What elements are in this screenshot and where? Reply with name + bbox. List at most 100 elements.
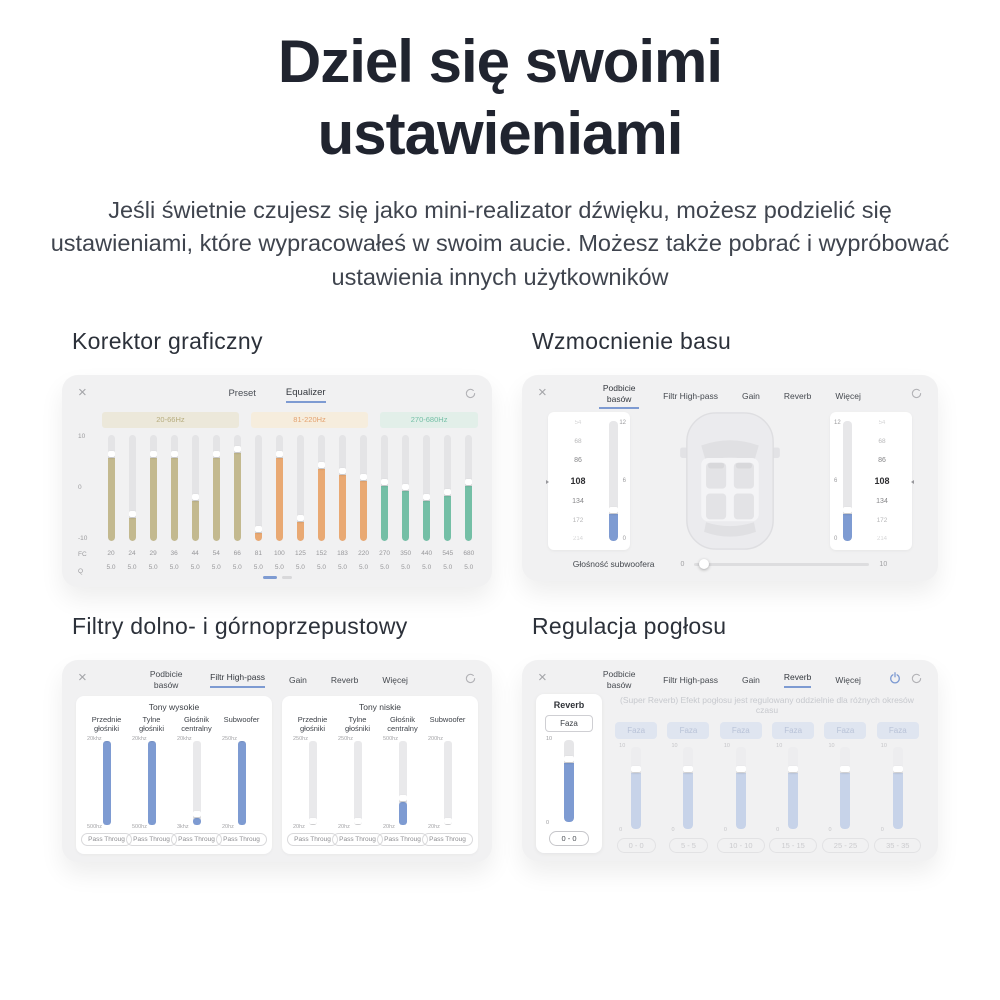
slider-handle[interactable] [443,818,452,825]
slider-track[interactable] [842,421,852,542]
bass-gain-slider[interactable]: 12 6 0 [834,418,858,544]
filter-slider[interactable]: 20khz 3khz [174,736,219,830]
slider-track[interactable] [107,435,115,542]
slider-track[interactable] [170,435,178,542]
frequency-option[interactable]: 214 [572,536,583,543]
filter-slider[interactable]: 200hz 20hz [425,736,470,830]
bass-gain-slider[interactable]: 12 6 0 [602,418,626,544]
tab[interactable]: Preset [228,388,256,400]
slider-track[interactable] [212,435,220,542]
slider-track[interactable] [149,435,157,542]
slider-handle[interactable] [339,468,347,475]
frequency-option[interactable]: 134 [876,498,888,506]
slider-track[interactable] [191,435,199,542]
eq-slider[interactable]: 545 5.0 [439,435,457,571]
close-icon[interactable]: × [78,669,87,687]
slider-handle[interactable] [402,484,410,491]
slider-track[interactable] [381,435,389,542]
tab[interactable]: Reverb [330,674,359,685]
reset-icon[interactable] [465,671,476,689]
slider-handle[interactable] [233,446,241,453]
slider-track[interactable] [360,435,368,542]
eq-slider[interactable]: 100 5.0 [270,435,288,571]
slider-track[interactable] [444,435,452,542]
filter-slider[interactable]: 20khz 500hz [84,736,129,830]
slider-track[interactable] [402,435,410,542]
slider-track[interactable] [465,435,473,542]
slider-handle[interactable] [107,451,115,458]
tab[interactable]: Podbicie basów [149,669,183,691]
filter-slider[interactable]: 20khz 500hz [129,736,174,830]
slider-track[interactable] [233,435,241,542]
eq-slider[interactable]: 440 5.0 [418,435,436,571]
frequency-option[interactable]: 172 [876,517,888,525]
slider-handle[interactable] [128,510,136,517]
slider-handle[interactable] [317,462,325,468]
pass-through-button[interactable]: Pass Throug [171,833,222,847]
slider-handle[interactable] [191,493,199,500]
eq-slider[interactable]: 66 5.0 [228,435,246,571]
slider-handle[interactable] [308,818,317,825]
eq-slider[interactable]: 54 5.0 [207,435,225,571]
reset-icon[interactable] [465,386,476,404]
tab[interactable]: Equalizer [285,387,326,404]
slider-track[interactable] [296,435,304,542]
frequency-option[interactable]: 86 [574,457,582,465]
pass-through-button[interactable]: Pass Throug [287,833,338,847]
slider-handle[interactable] [423,493,431,500]
slider-handle[interactable] [275,451,283,458]
slider-track[interactable] [275,435,283,542]
slider-track[interactable] [339,435,347,542]
tab[interactable]: Podbicie basów [602,669,636,691]
eq-slider[interactable]: 220 5.0 [355,435,373,571]
frequency-option[interactable]: 68 [878,438,886,446]
reset-icon[interactable] [911,671,922,689]
close-icon[interactable]: × [538,384,547,402]
tab[interactable]: Reverb [783,390,812,401]
eq-slider[interactable]: 24 5.0 [123,435,141,571]
tab[interactable]: Gain [288,674,307,685]
slider-track[interactable] [608,421,618,542]
slider-handle[interactable] [360,473,368,480]
reverb-slider[interactable]: 10 0 [540,736,598,826]
tab[interactable]: Gain [741,674,760,685]
eq-slider[interactable]: 350 5.0 [397,435,415,571]
eq-slider[interactable]: 152 5.0 [312,435,330,571]
eq-slider[interactable]: 81 5.0 [249,435,267,571]
tab[interactable]: Filtr High-pass [210,672,265,688]
eq-slider[interactable]: 29 5.0 [144,435,162,571]
slider-handle[interactable] [465,478,473,485]
eq-slider[interactable]: 125 5.0 [291,435,309,571]
close-icon[interactable]: × [78,384,87,402]
subwoofer-volume-slider[interactable] [694,559,870,570]
range-pill[interactable]: 0 - 0 [549,831,589,847]
page-dot[interactable] [281,576,292,580]
pass-through-button[interactable]: Pass Throug [332,833,383,847]
slider-handle[interactable] [381,478,389,485]
tab[interactable]: Gain [741,390,760,401]
slider-handle[interactable] [564,756,574,763]
slider-handle[interactable] [699,559,710,570]
eq-slider[interactable]: 36 5.0 [165,435,183,571]
eq-slider[interactable]: 183 5.0 [334,435,352,571]
slider-track[interactable] [317,435,325,542]
pass-through-button[interactable]: Pass Throug [422,833,473,847]
filter-slider[interactable]: 500hz 20hz [380,736,425,830]
slider-handle[interactable] [608,506,618,513]
frequency-option[interactable]: 172 [572,517,584,525]
tab[interactable]: Więcej [382,674,408,685]
eq-slider[interactable]: 20 5.0 [102,435,120,571]
reset-icon[interactable] [911,386,922,404]
frequency-option[interactable]: 68 [574,438,582,446]
pass-through-button[interactable]: Pass Throug [377,833,428,847]
filter-slider[interactable]: 250hz 20hz [290,736,335,830]
filter-slider[interactable]: 250hz 20hz [219,736,264,830]
tab[interactable]: Reverb [783,672,812,688]
slider-handle[interactable] [254,525,262,532]
tab[interactable]: Filtr High-pass [663,390,718,401]
pass-through-button[interactable]: Pass Throug [81,833,132,847]
slider-handle[interactable] [842,506,852,513]
faza-button[interactable]: Faza [545,715,593,733]
frequency-option[interactable]: 108 [858,476,914,486]
slider-handle[interactable] [149,451,157,458]
